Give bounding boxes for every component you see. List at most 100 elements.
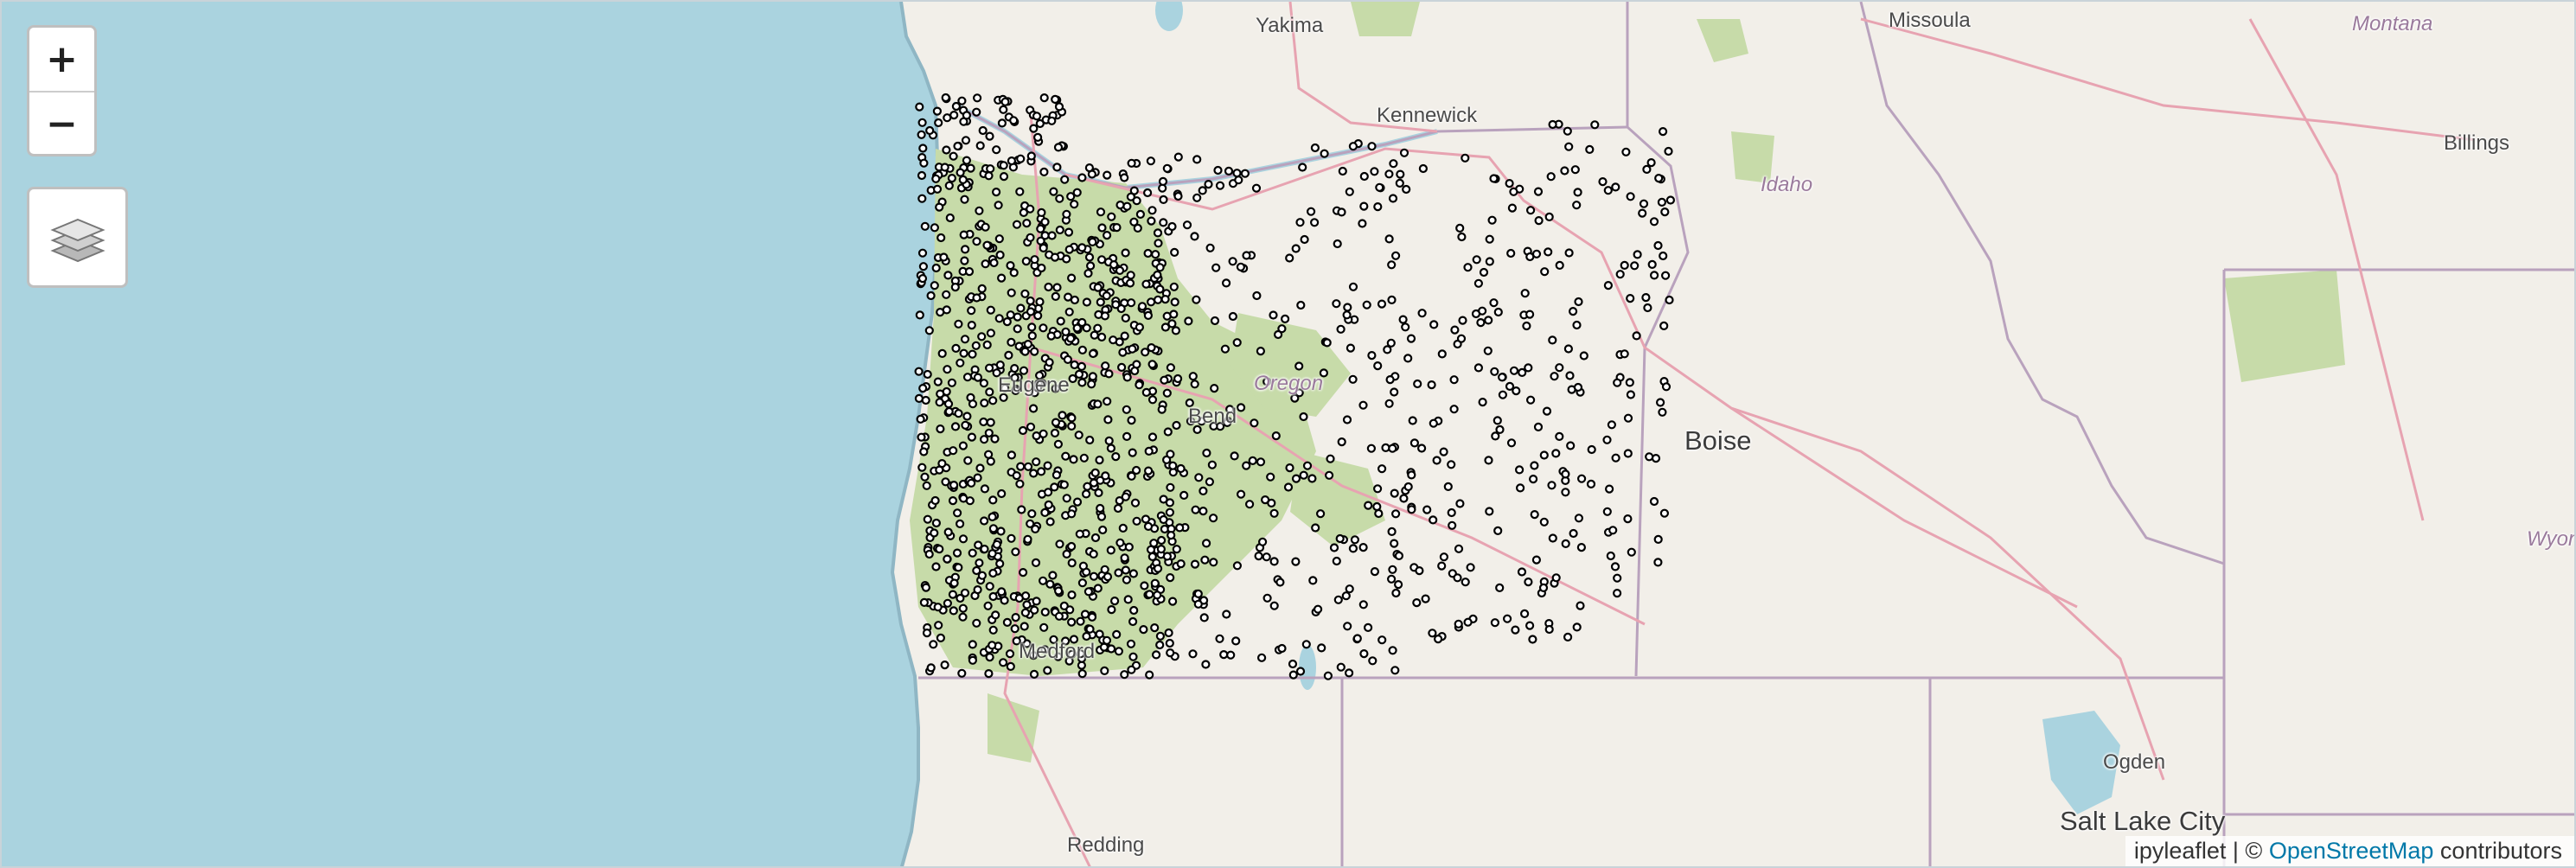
map-point-marker[interactable] xyxy=(1062,209,1071,219)
map-point-marker[interactable] xyxy=(1022,600,1032,610)
map-point-marker[interactable] xyxy=(948,590,958,599)
map-point-marker[interactable] xyxy=(1242,251,1251,260)
map-point-marker[interactable] xyxy=(1359,201,1369,211)
map-point-marker[interactable] xyxy=(936,233,946,243)
map-point-marker[interactable] xyxy=(1604,484,1614,494)
map-point-marker[interactable] xyxy=(1007,533,1016,543)
map-point-marker[interactable] xyxy=(988,625,998,635)
map-point-marker[interactable] xyxy=(1564,248,1574,258)
map-point-marker[interactable] xyxy=(1332,299,1341,309)
map-point-marker[interactable] xyxy=(1215,181,1225,190)
map-point-marker[interactable] xyxy=(1053,143,1064,152)
map-point-marker[interactable] xyxy=(1603,281,1614,290)
map-point-marker[interactable] xyxy=(1402,184,1411,195)
map-point-marker[interactable] xyxy=(1050,482,1059,492)
map-point-marker[interactable] xyxy=(949,480,959,490)
map-point-marker[interactable] xyxy=(1211,263,1221,272)
map-point-marker[interactable] xyxy=(1373,202,1383,212)
map-point-marker[interactable] xyxy=(949,111,959,120)
map-point-marker[interactable] xyxy=(918,144,928,153)
map-point-marker[interactable] xyxy=(931,263,941,273)
map-point-marker[interactable] xyxy=(1107,212,1116,221)
map-point-marker[interactable] xyxy=(918,384,928,393)
map-point-marker[interactable] xyxy=(1487,215,1497,225)
map-point-marker[interactable] xyxy=(1158,176,1168,186)
map-point-marker[interactable] xyxy=(1006,261,1015,271)
map-point-marker[interactable] xyxy=(1208,514,1218,523)
map-point-marker[interactable] xyxy=(917,463,927,472)
map-point-marker[interactable] xyxy=(1129,186,1139,195)
map-point-marker[interactable] xyxy=(1199,486,1208,496)
map-point-marker[interactable] xyxy=(978,125,988,136)
map-point-marker[interactable] xyxy=(1664,146,1673,156)
map-point-marker[interactable] xyxy=(1070,295,1080,305)
map-point-marker[interactable] xyxy=(1166,363,1176,373)
map-point-marker[interactable] xyxy=(1366,444,1377,453)
map-point-marker[interactable] xyxy=(971,341,981,350)
map-point-marker[interactable] xyxy=(1555,260,1564,270)
map-point-marker[interactable] xyxy=(973,584,982,595)
map-point-marker[interactable] xyxy=(1319,368,1329,378)
map-point-marker[interactable] xyxy=(917,194,927,203)
map-point-marker[interactable] xyxy=(956,358,965,367)
map-point-marker[interactable] xyxy=(1260,495,1270,505)
map-point-marker[interactable] xyxy=(936,389,945,399)
map-point-marker[interactable] xyxy=(1343,622,1352,631)
map-point-marker[interactable] xyxy=(1403,354,1413,363)
map-point-marker[interactable] xyxy=(921,395,930,405)
map-point-marker[interactable] xyxy=(943,527,953,537)
map-point-marker[interactable] xyxy=(1337,437,1346,447)
map-point-marker[interactable] xyxy=(1085,435,1095,445)
map-point-marker[interactable] xyxy=(988,396,998,405)
map-point-marker[interactable] xyxy=(1275,578,1285,587)
map-point-marker[interactable] xyxy=(1014,593,1024,603)
map-point-marker[interactable] xyxy=(1290,393,1300,403)
map-point-marker[interactable] xyxy=(1457,232,1467,242)
map-point-marker[interactable] xyxy=(1310,143,1320,153)
map-point-marker[interactable] xyxy=(1153,564,1163,573)
zoom-out-button[interactable]: − xyxy=(46,102,78,146)
map-point-marker[interactable] xyxy=(1236,489,1246,499)
map-point-marker[interactable] xyxy=(1313,604,1323,614)
map-point-marker[interactable] xyxy=(1338,166,1347,176)
map-point-marker[interactable] xyxy=(988,591,998,602)
map-point-marker[interactable] xyxy=(1509,187,1518,196)
map-point-marker[interactable] xyxy=(1613,378,1622,387)
map-point-marker[interactable] xyxy=(1498,390,1508,399)
map-point-marker[interactable] xyxy=(1493,307,1503,317)
map-point-marker[interactable] xyxy=(1428,629,1437,638)
map-point-marker[interactable] xyxy=(1052,163,1062,172)
map-point-marker[interactable] xyxy=(1311,523,1320,533)
map-point-marker[interactable] xyxy=(924,549,934,559)
map-point-marker[interactable] xyxy=(1065,334,1076,343)
map-point-marker[interactable] xyxy=(1169,310,1179,319)
map-point-marker[interactable] xyxy=(986,418,995,427)
map-point-marker[interactable] xyxy=(1266,472,1275,482)
map-point-marker[interactable] xyxy=(1205,477,1215,487)
map-point-marker[interactable] xyxy=(1043,666,1052,675)
map-point-marker[interactable] xyxy=(937,348,947,358)
map-point-marker[interactable] xyxy=(960,256,969,265)
map-point-marker[interactable] xyxy=(1598,177,1608,187)
map-point-marker[interactable] xyxy=(1109,596,1120,606)
map-point-marker[interactable] xyxy=(1153,270,1162,280)
map-point-marker[interactable] xyxy=(1081,489,1091,499)
map-point-marker[interactable] xyxy=(1531,249,1542,258)
map-point-marker[interactable] xyxy=(996,527,1006,536)
map-point-marker[interactable] xyxy=(917,248,928,258)
map-point-marker[interactable] xyxy=(1607,420,1617,430)
map-point-marker[interactable] xyxy=(1156,544,1167,554)
map-point-marker[interactable] xyxy=(1540,267,1550,277)
map-point-marker[interactable] xyxy=(1142,188,1153,198)
map-point-marker[interactable] xyxy=(1096,255,1107,265)
map-point-marker[interactable] xyxy=(977,571,988,580)
map-point-marker[interactable] xyxy=(1377,635,1387,645)
map-point-marker[interactable] xyxy=(1572,622,1582,632)
map-point-marker[interactable] xyxy=(1576,601,1585,610)
map-point-marker[interactable] xyxy=(1295,667,1306,676)
map-point-marker[interactable] xyxy=(1058,411,1067,420)
map-point-marker[interactable] xyxy=(922,481,931,490)
map-point-marker[interactable] xyxy=(1374,508,1384,519)
map-point-marker[interactable] xyxy=(1236,403,1246,412)
map-point-marker[interactable] xyxy=(1118,348,1128,357)
